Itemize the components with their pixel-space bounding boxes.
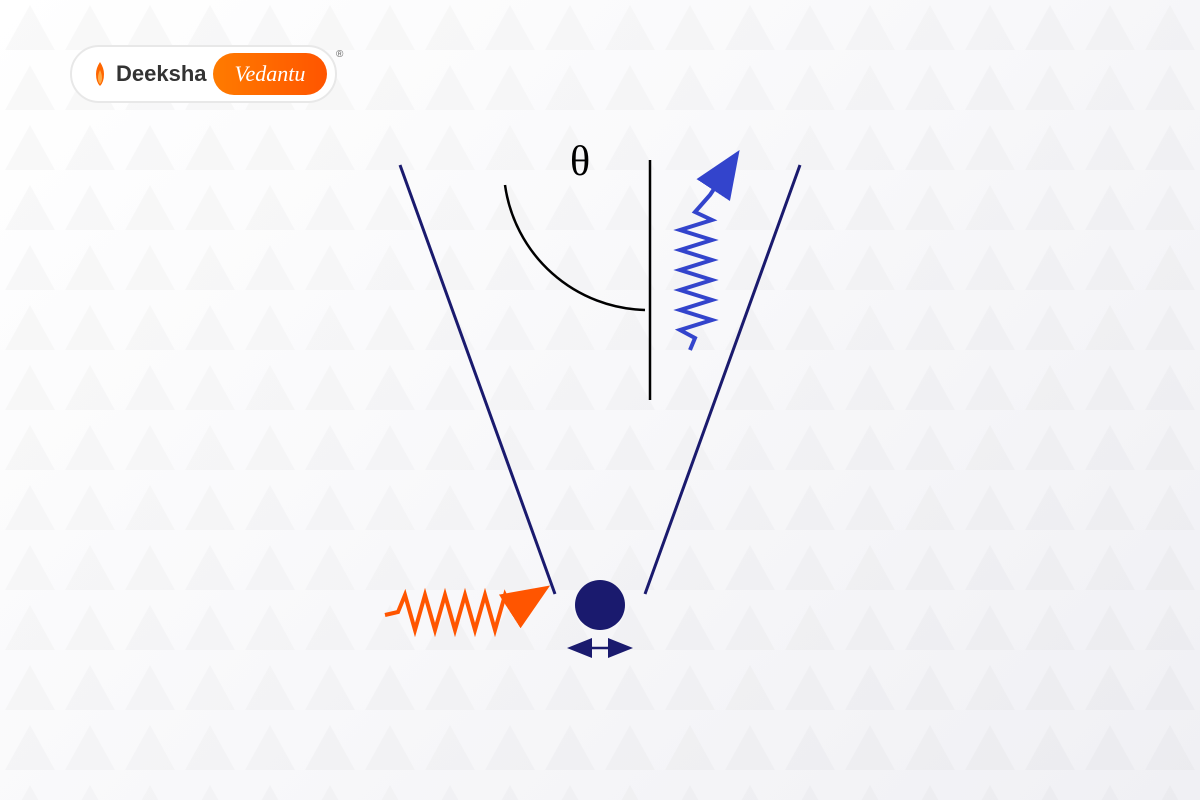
angle-theta-label: θ bbox=[570, 138, 590, 186]
v-groove-left bbox=[400, 165, 555, 594]
logo-text-primary: Deeksha bbox=[116, 61, 207, 87]
trademark-symbol: ® bbox=[336, 49, 343, 60]
physics-diagram bbox=[0, 0, 1200, 800]
brand-logo: Deeksha Vedantu ® bbox=[70, 45, 337, 103]
logo-text-secondary: Vedantu bbox=[235, 61, 306, 86]
spring-blue bbox=[680, 160, 733, 350]
spring-orange bbox=[385, 592, 540, 630]
pendulum-ball bbox=[575, 580, 625, 630]
logo-badge: Vedantu bbox=[213, 53, 328, 95]
flame-icon bbox=[90, 60, 110, 88]
v-groove-right bbox=[645, 165, 800, 594]
angle-arc bbox=[505, 185, 645, 310]
